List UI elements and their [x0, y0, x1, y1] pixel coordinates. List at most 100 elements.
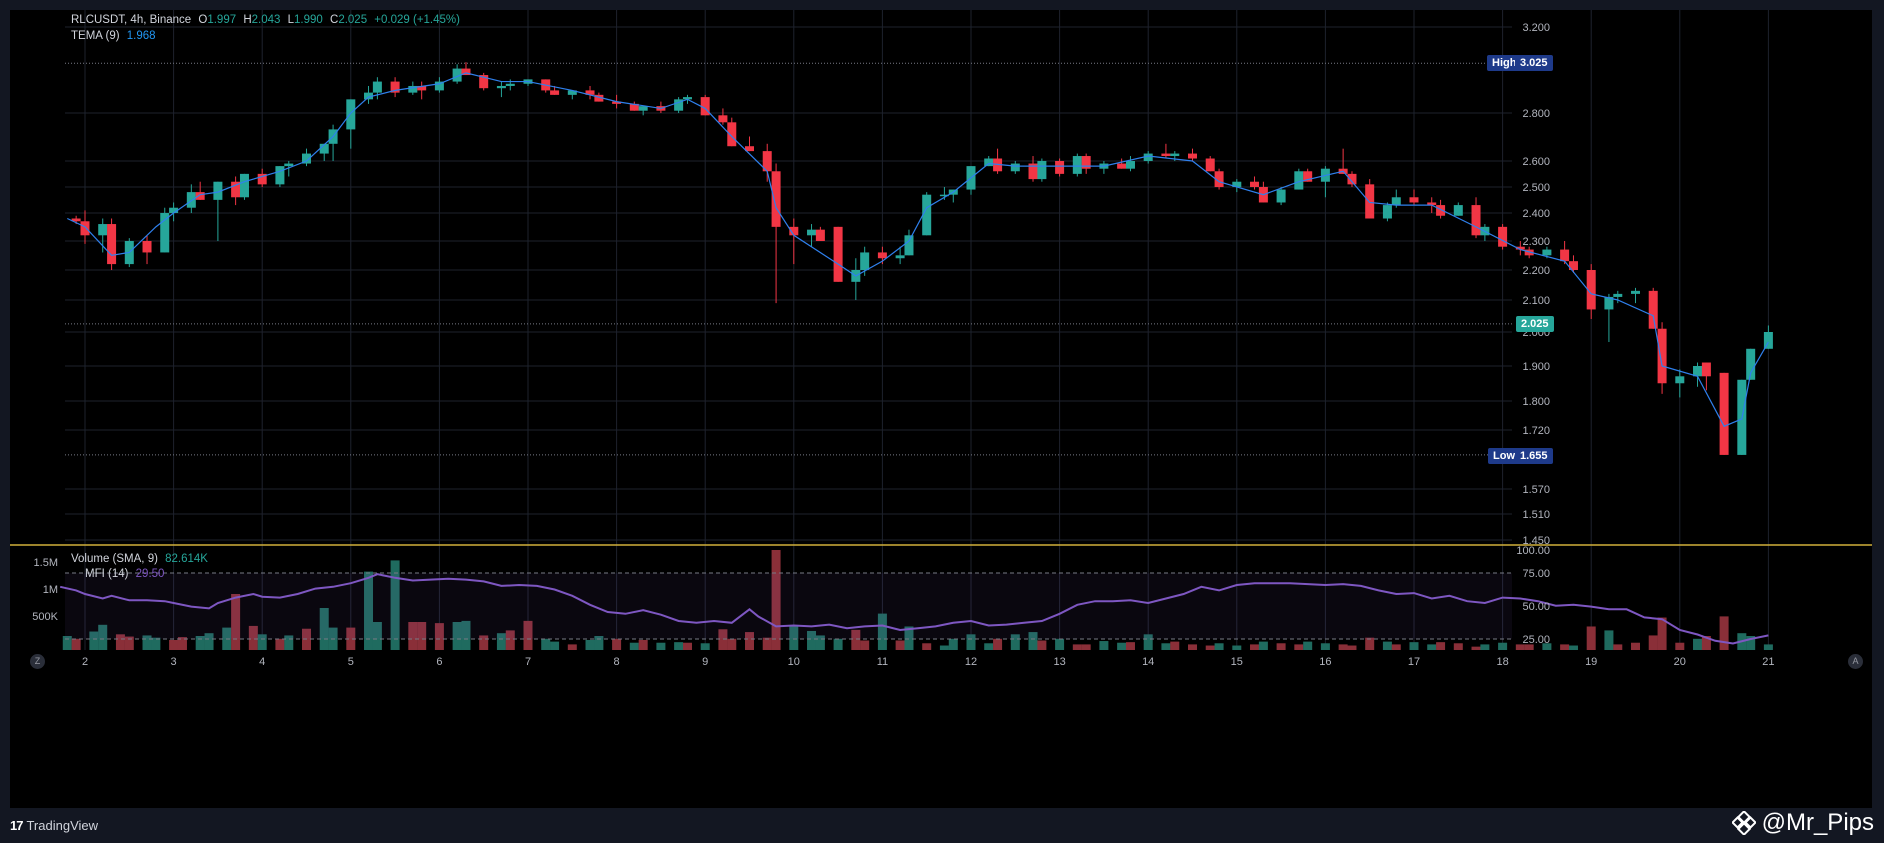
candle-body [1205, 158, 1215, 172]
volume-bar [505, 630, 515, 650]
volume-bar [833, 638, 843, 650]
volume-bar [1338, 644, 1348, 650]
time-tick-label: 6 [436, 656, 442, 668]
volume-tick-label: 1.5M [34, 557, 58, 569]
watermark: @Mr_Pips [1731, 809, 1874, 837]
volume-legend[interactable]: Volume (SMA, 9) 82.614K [71, 551, 212, 567]
volume-bar [169, 639, 179, 650]
candle-body [727, 122, 737, 147]
volume-bar [372, 622, 382, 650]
candle-body [1542, 249, 1552, 256]
volume-bar [1382, 641, 1392, 650]
candle-body [1604, 296, 1614, 310]
high-value-tag: 3.025 [1515, 55, 1553, 71]
volume-bar [1453, 643, 1463, 650]
tema-legend[interactable]: TEMA (9) 1.968 [71, 28, 160, 44]
candle-body [1746, 348, 1756, 380]
price-tick-label: 1.570 [1522, 484, 1550, 496]
volume-bar [461, 620, 471, 650]
volume-bar [984, 643, 994, 650]
mfi-tick-label: 50.00 [1522, 601, 1550, 613]
price-tick-label: 2.400 [1522, 208, 1550, 220]
candle-body [98, 224, 108, 236]
time-tick-label: 5 [348, 656, 354, 668]
volume-bar [417, 622, 427, 650]
volume-bar [904, 626, 914, 650]
candle-body [1391, 197, 1401, 206]
mfi-tick-label: 75.00 [1522, 568, 1550, 580]
volume-bar [89, 631, 99, 650]
volume-bar [1099, 641, 1109, 650]
candle-body [505, 83, 515, 86]
time-tick-label: 21 [1762, 656, 1774, 668]
candle-body [682, 97, 692, 100]
zoom-z-button[interactable]: Z [30, 654, 45, 669]
candle-body [461, 68, 471, 76]
auto-scale-button[interactable]: A [1848, 654, 1863, 669]
candle-body [1081, 156, 1091, 169]
time-tick-label: 4 [259, 656, 265, 668]
volume-bar [1276, 643, 1286, 650]
volume-bar [1161, 643, 1171, 650]
volume-tick-label: 500K [32, 611, 58, 623]
volume-bar [1701, 636, 1711, 650]
candle-body [1010, 163, 1020, 172]
volume-bar [142, 635, 152, 650]
candle-body [160, 213, 170, 253]
candle-body [585, 90, 595, 95]
candle-body [1188, 153, 1197, 159]
candle-body [1498, 226, 1508, 247]
low-value-tag: 1.655 [1515, 448, 1553, 464]
candle-body [1763, 332, 1773, 349]
volume-bar [718, 629, 728, 650]
price-tick-label: 3.200 [1522, 22, 1550, 34]
volume-bar [1763, 644, 1773, 650]
volume-bar [860, 640, 870, 650]
candle-body [1117, 163, 1127, 169]
candle-body [195, 192, 205, 200]
candle-body [1276, 189, 1286, 203]
candle-body [922, 194, 932, 236]
volume-bar [479, 635, 489, 650]
time-tick-label: 2 [82, 656, 88, 668]
volume-bar [966, 634, 976, 650]
volume-bar [1117, 642, 1127, 650]
chart-canvas[interactable]: 3.200 2.800 2.600 2.500 2.400 2.300 2.200 2.100… [10, 10, 1872, 808]
candle-body [1143, 153, 1153, 161]
candle-body [807, 229, 817, 236]
volume-bar [1250, 644, 1260, 650]
price-tick-label: 1.450 [1522, 535, 1550, 547]
volume-bar [98, 624, 108, 650]
candle-body [1560, 249, 1570, 262]
brand-name: TradingView [26, 818, 99, 833]
time-tick-label: 12 [965, 656, 977, 668]
price-tick-label: 1.800 [1522, 396, 1550, 408]
candle-body [833, 226, 843, 282]
volume-bar [408, 622, 418, 650]
volume-bar [346, 627, 356, 650]
price-tick-label: 2.600 [1522, 156, 1550, 168]
price-tick-label: 2.800 [1522, 108, 1550, 120]
price-tick-label: 2.300 [1522, 236, 1550, 248]
candle-body [390, 81, 400, 93]
volume-bar [851, 629, 861, 650]
candle-body [1347, 173, 1357, 185]
volume-bar [1613, 644, 1623, 650]
volume-bar [390, 560, 400, 650]
candle-body [594, 94, 604, 102]
candle-body [1055, 161, 1065, 174]
last-price-value: 2.025 [1521, 318, 1549, 330]
volume-bar [151, 637, 161, 650]
mfi-legend[interactable]: MFI (14) 29.50 [85, 566, 168, 582]
footer-bar: 17 TradingView @Mr_Pips [0, 808, 1884, 843]
volume-bar [1693, 638, 1703, 650]
volume-bar [452, 622, 462, 650]
volume-bar [895, 640, 905, 650]
volume-bar [922, 643, 932, 650]
candle-body [107, 224, 117, 265]
candle-body [1631, 290, 1640, 294]
ohlc-high: H2.043 [243, 14, 281, 26]
candle-body [1675, 376, 1685, 384]
high-label: High [1492, 57, 1517, 69]
tradingview-logo[interactable]: 17 TradingView [10, 818, 98, 833]
